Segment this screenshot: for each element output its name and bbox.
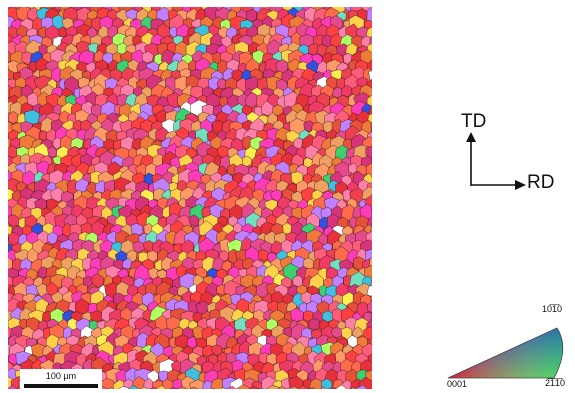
grain [122,257,134,270]
grain [345,43,358,56]
grain [189,379,205,389]
grain [331,388,335,389]
grain [367,216,372,228]
grain [367,113,372,124]
grain [371,175,372,180]
grain [8,111,19,124]
grain [169,386,178,389]
grain [258,249,270,261]
grain [349,387,358,389]
grain [319,386,327,389]
grain [370,311,372,321]
grain [141,50,154,64]
grain [235,384,250,389]
grain [8,233,10,242]
grain [321,378,333,389]
grain-map-svg [8,7,372,389]
ipf-color-key [447,327,564,379]
grain [371,207,372,217]
td-arrowhead [466,132,476,142]
grain [367,300,372,313]
grain [307,387,316,389]
sample-axes-icon [466,132,526,190]
td-label: TD [461,111,487,132]
grain [366,285,372,297]
grain [261,100,275,116]
grain [8,385,18,389]
grain [365,146,372,160]
grain [8,225,13,237]
grain [8,214,21,227]
grain [118,385,132,389]
ipf-label-right: 2̅1̅1̅0 [545,378,566,388]
grain [149,386,158,389]
grain [211,344,223,356]
grain [354,384,368,389]
grain [220,387,226,389]
scale-bar: 100 µm [20,369,102,389]
grain [286,386,300,389]
grain [370,278,372,287]
grain [258,387,265,389]
grain [188,214,200,227]
orientation-map: 100 µm [8,7,372,389]
grain [277,385,287,389]
grain [161,256,173,271]
grain [365,26,372,39]
grain [248,385,260,389]
grain [189,386,199,389]
grain [127,385,140,389]
ipf-label-left: 0001 [447,379,468,389]
grain [226,385,236,389]
grain [175,386,188,389]
grain [106,387,115,389]
rd-label: RD [527,172,555,193]
grain [298,384,310,389]
grain [155,385,167,389]
grain [335,384,348,389]
grain [140,386,149,389]
grain [8,121,13,134]
grain [366,7,372,23]
grain [47,231,60,245]
ipf-label-top: 10̅1̅0 [542,304,563,314]
grain [132,375,147,389]
scale-bar-line [24,384,98,388]
grain [290,171,304,185]
grain [370,122,372,134]
grain-cells [8,7,372,389]
rd-arrowhead [515,180,526,190]
scale-bar-label: 100 µm [45,371,77,381]
